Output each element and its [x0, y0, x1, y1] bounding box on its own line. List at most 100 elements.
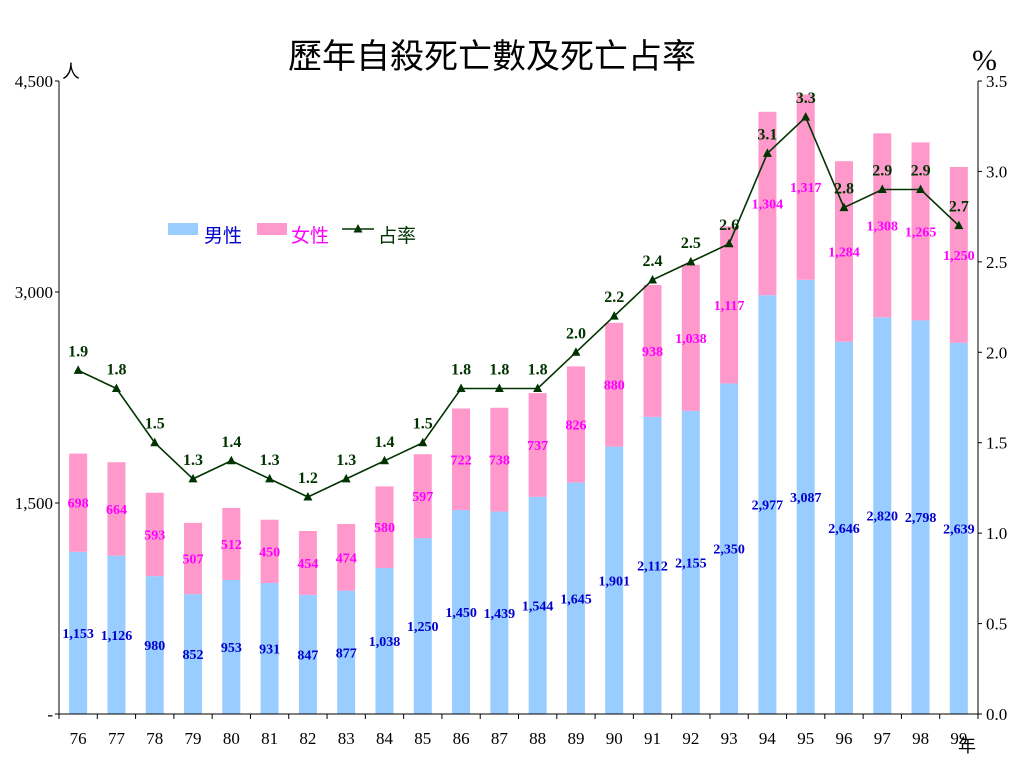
- male-value-label: 2,646: [828, 522, 860, 537]
- female-bar: [145, 492, 164, 577]
- legend-label-rate: 占率: [378, 225, 416, 247]
- female-value-label: 664: [106, 503, 127, 518]
- bars-layer: [69, 94, 968, 714]
- rate-value-label: 2.2: [604, 289, 624, 306]
- male-bar: [145, 576, 164, 714]
- legend-swatch-female: [257, 223, 287, 235]
- male-value-label: 2,155: [675, 556, 707, 571]
- male-bar: [452, 510, 471, 714]
- rate-value-label: 1.8: [489, 361, 509, 378]
- rate-point: [73, 365, 83, 374]
- legend-marker-rate: [353, 224, 363, 233]
- rate-value-label: 1.8: [528, 361, 548, 378]
- rate-value-label: 3.1: [757, 126, 777, 143]
- x-tick-label: 87: [491, 729, 509, 748]
- male-value-label: 2,820: [867, 510, 899, 525]
- x-tick-label: 76: [70, 729, 87, 748]
- y2-tick-label: 3.0: [986, 162, 1007, 181]
- rate-point: [188, 473, 198, 483]
- male-value-label: 1,450: [445, 606, 477, 621]
- male-value-label: 1,126: [101, 629, 133, 644]
- female-bar: [720, 226, 739, 384]
- male-value-label: 877: [336, 646, 357, 661]
- female-value-label: 880: [604, 379, 625, 394]
- y2-tick-label: 2.0: [986, 343, 1007, 362]
- rate-point: [379, 455, 389, 465]
- axes-layer: - 1,500 3,000 4,500 0.0 0.5 1.0 1.5 2.0 2.5 3.0 3.5…: [15, 72, 1008, 748]
- data-labels-layer: 1,153 698 1.9 1,126 664 1.8 980 593 1.5 852 507 1.3…: [62, 90, 974, 663]
- female-value-label: 1,304: [752, 198, 784, 213]
- male-bar: [107, 555, 126, 714]
- female-bar: [260, 519, 279, 584]
- male-bar: [260, 583, 279, 714]
- x-tick-label: 98: [912, 729, 929, 748]
- female-value-label: 593: [144, 528, 165, 543]
- female-bar: [796, 94, 815, 280]
- male-value-label: 2,798: [905, 511, 937, 526]
- male-value-label: 2,112: [637, 559, 668, 574]
- rate-value-label: 1.4: [374, 434, 394, 451]
- rate-value-label: 1.2: [298, 470, 318, 487]
- male-value-label: 1,038: [369, 635, 401, 650]
- rate-point: [801, 112, 811, 121]
- female-value-label: 1,038: [675, 332, 707, 347]
- legend: 男性 女性 占率: [168, 223, 416, 247]
- left-axis-unit: 人: [62, 62, 80, 83]
- female-bar: [681, 264, 700, 411]
- male-value-label: 980: [144, 639, 165, 654]
- female-value-label: 1,250: [943, 249, 975, 264]
- rate-point: [648, 274, 658, 284]
- male-bar: [796, 279, 815, 714]
- male-bar: [490, 511, 509, 714]
- x-tick-label: 85: [414, 729, 431, 748]
- rate-value-label: 1.3: [336, 452, 356, 469]
- male-value-label: 1,645: [560, 592, 592, 607]
- rate-value-label: 2.9: [872, 163, 892, 180]
- rate-point: [265, 473, 275, 483]
- rate-value-label: 2.6: [719, 217, 739, 234]
- female-value-label: 450: [259, 545, 280, 560]
- y-tick-label: 3,000: [15, 283, 53, 302]
- x-tick-label: 83: [338, 729, 355, 748]
- y2-tick-label: 1.0: [986, 524, 1007, 543]
- female-value-label: 597: [412, 490, 433, 505]
- rate-point: [494, 383, 504, 392]
- female-value-label: 938: [642, 345, 663, 360]
- x-tick-label: 86: [453, 729, 470, 748]
- male-value-label: 2,977: [752, 499, 784, 514]
- female-value-label: 738: [489, 454, 510, 469]
- female-bar: [949, 166, 968, 343]
- male-value-label: 847: [297, 648, 318, 663]
- female-bar: [107, 462, 126, 556]
- rate-value-label: 2.7: [949, 199, 969, 216]
- rate-value-label: 1.3: [260, 452, 280, 469]
- female-value-label: 737: [527, 439, 548, 454]
- x-tick-label: 94: [759, 729, 777, 748]
- male-bar: [375, 567, 394, 714]
- y-tick-label: 4,500: [15, 72, 53, 91]
- rate-point: [762, 148, 772, 157]
- x-tick-label: 89: [567, 729, 584, 748]
- y2-tick-label: 0.5: [986, 615, 1007, 634]
- male-value-label: 852: [183, 648, 204, 663]
- rate-value-label: 2.5: [681, 235, 701, 252]
- x-tick-label: 79: [185, 729, 202, 748]
- rate-value-label: 1.8: [106, 361, 126, 378]
- female-value-label: 512: [221, 538, 242, 553]
- rate-value-label: 2.8: [834, 181, 854, 198]
- female-bar: [413, 454, 432, 539]
- male-bar: [298, 594, 317, 714]
- female-bar: [528, 393, 547, 497]
- rate-point: [456, 383, 466, 392]
- x-tick-label: 78: [146, 729, 163, 748]
- male-value-label: 931: [259, 643, 280, 658]
- male-bar: [413, 538, 432, 714]
- rate-point: [303, 491, 313, 501]
- male-value-label: 1,544: [522, 599, 554, 614]
- legend-swatch-male: [168, 223, 198, 235]
- x-tick-label: 77: [108, 729, 126, 748]
- x-tick-label: 80: [223, 729, 240, 748]
- rate-line: [77, 115, 960, 498]
- rate-value-label: 1.5: [413, 416, 433, 433]
